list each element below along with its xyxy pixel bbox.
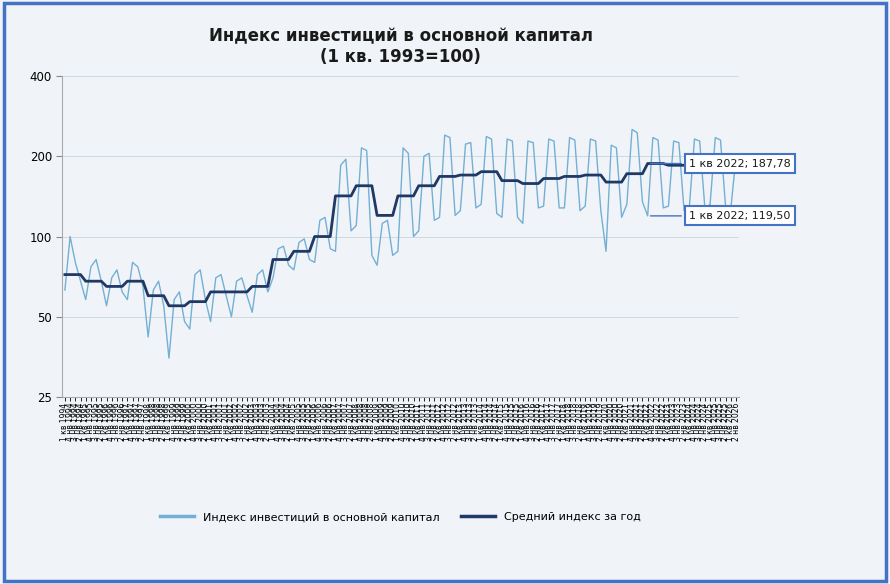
Legend: Индекс инвестиций в основной капитал, Средний индекс за год: Индекс инвестиций в основной капитал, Ср… bbox=[156, 507, 645, 526]
Title: Индекс инвестиций в основной капитал
(1 кв. 1993=100): Индекс инвестиций в основной капитал (1 … bbox=[208, 27, 593, 66]
Text: 1 кв 2022; 119,50: 1 кв 2022; 119,50 bbox=[651, 211, 790, 221]
Text: 1 кв 2022; 187,78: 1 кв 2022; 187,78 bbox=[651, 158, 791, 169]
